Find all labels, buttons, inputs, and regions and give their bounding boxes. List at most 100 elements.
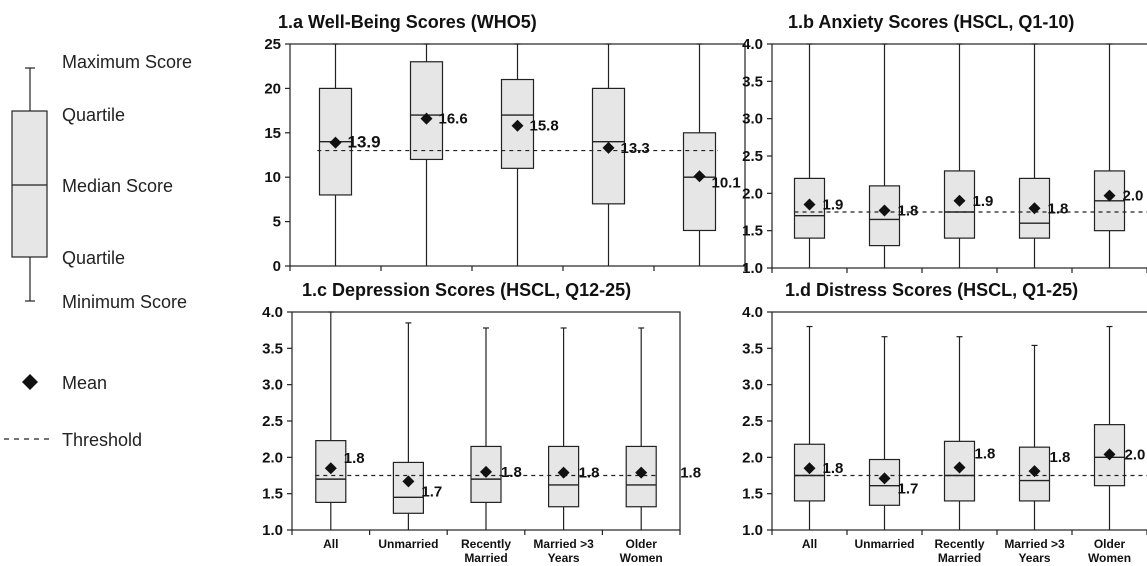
y-tick-label: 5 — [273, 214, 281, 231]
mean-label: 1.8 — [501, 464, 522, 481]
mean-label: 1.8 — [344, 450, 365, 467]
mean-marker — [402, 475, 415, 488]
y-tick-label: 3.5 — [742, 340, 763, 357]
box-all — [793, 43, 826, 268]
y-tick-label: 10 — [264, 169, 281, 186]
mean-label: 10.1 — [712, 174, 741, 191]
y-tick-label: 15 — [264, 125, 281, 142]
y-tick-label: 4.0 — [742, 304, 763, 321]
y-tick-label: 2.5 — [742, 413, 763, 430]
x-tick-label-older-women: Older Women — [620, 537, 663, 565]
iqr-box — [793, 443, 826, 502]
mean-label: 16.6 — [439, 111, 468, 128]
y-tick-label: 1.0 — [742, 260, 763, 277]
mean-label: 1.7 — [421, 483, 442, 500]
y-tick-label: 3.0 — [742, 377, 763, 394]
y-tick-label: 2.5 — [742, 148, 763, 165]
x-tick-label-recently-married: Recently Married — [461, 537, 511, 565]
mean-marker — [878, 472, 891, 485]
box-all — [793, 325, 826, 530]
mean-label: 1.7 — [898, 480, 919, 497]
chart-title-1b: 1.b Anxiety Scores (HSCL, Q1-10) — [788, 12, 1074, 32]
panel-1d: 1.d Distress Scores (HSCL, Q1-25) 1.0 1.5 2… — [742, 280, 1147, 565]
mean-marker — [324, 462, 337, 475]
mean-label: 15.8 — [530, 118, 559, 135]
legend-box — [11, 110, 48, 258]
legend-label-quartile-lower: Quartile — [62, 248, 125, 268]
legend-mean-diamond-icon — [22, 374, 38, 390]
legend: Maximum Score Quartile Median Score Quar… — [4, 52, 192, 450]
iqr-box — [625, 445, 657, 508]
legend-label-quartile-upper: Quartile — [62, 105, 125, 125]
iqr-box — [409, 61, 444, 161]
mean-label: 1.8 — [823, 460, 844, 477]
box-married-3-years — [1018, 43, 1051, 268]
mean-marker — [602, 141, 615, 154]
mean-label: 2.0 — [1123, 188, 1144, 205]
panel-1b: 1.b Anxiety Scores (HSCL, Q1-10) 1.0 1.5 2.… — [742, 12, 1147, 277]
mean-label: 1.8 — [975, 446, 996, 463]
chart-title-1c: 1.c Depression Scores (HSCL, Q12-25) — [302, 280, 631, 300]
mean-label: 1.9 — [973, 193, 994, 210]
y-tick-label: 1.5 — [742, 486, 763, 503]
y-tick-label: 2.0 — [742, 449, 763, 466]
y-tick-label: 2.0 — [742, 185, 763, 202]
box-unmarried — [392, 322, 424, 530]
mean-label: 1.8 — [898, 203, 919, 220]
iqr-box — [392, 461, 424, 514]
y-tick-label: 4.0 — [262, 304, 283, 321]
y-tick-label: 1.5 — [742, 223, 763, 240]
mean-marker — [1028, 465, 1041, 478]
box-married-3-years — [547, 327, 580, 530]
mean-marker — [511, 119, 524, 132]
y-tick-label: 1.0 — [262, 522, 283, 539]
x-tick-label-all: All — [323, 537, 338, 551]
box-older-women — [1093, 43, 1126, 268]
mean-label: 1.8 — [1048, 200, 1069, 217]
y-tick-label: 4.0 — [742, 36, 763, 53]
x-tick-label-older-women: Older Women — [1088, 537, 1131, 565]
mean-marker — [557, 466, 570, 479]
box-recently-married — [470, 327, 502, 530]
mean-label: 13.3 — [621, 140, 650, 157]
box-recently-married — [943, 336, 976, 530]
mean-marker — [803, 198, 816, 211]
mean-marker — [803, 462, 816, 475]
legend-label-median: Median Score — [62, 176, 173, 196]
box-older-women — [682, 43, 717, 266]
box-married-3-years — [1018, 344, 1051, 530]
box-all — [315, 311, 347, 530]
y-tick-label: 3.5 — [262, 340, 283, 357]
legend-boxplot-glyph — [11, 67, 48, 302]
legend-label-threshold: Threshold — [62, 430, 142, 450]
y-tick-label: 2.0 — [262, 449, 283, 466]
box-recently-married — [500, 43, 535, 266]
y-tick-label: 0 — [273, 258, 281, 275]
mean-label: 2.0 — [1125, 446, 1146, 463]
panel-1c: 1.c Depression Scores (HSCL, Q12-25) 1.0 1… — [262, 280, 701, 565]
y-tick-label: 1.0 — [742, 522, 763, 539]
x-tick-label-unmarried: Unmarried — [854, 537, 914, 551]
box-unmarried — [409, 43, 444, 266]
mean-marker — [1103, 448, 1116, 461]
mean-marker — [635, 466, 648, 479]
x-tick-label-married-3-years: Married >3 Years — [533, 537, 594, 565]
box-unmarried — [868, 43, 901, 268]
x-tick-label-married-3-years: Married >3 Years — [1004, 537, 1065, 565]
box-older-women — [1093, 325, 1126, 530]
panel-1a: 1.a Well-Being Scores (WHO5) 0 5 10 15 20 25 13… — [264, 12, 746, 275]
legend-label-minimum: Minimum Score — [62, 292, 187, 312]
mean-label: 1.8 — [1050, 449, 1071, 466]
y-tick-label: 20 — [264, 80, 281, 97]
y-tick-label: 2.5 — [262, 413, 283, 430]
mean-marker — [420, 112, 433, 125]
chart-title-1a: 1.a Well-Being Scores (WHO5) — [278, 12, 537, 32]
mean-marker — [480, 465, 492, 478]
box-unmarried — [868, 336, 901, 530]
mean-marker — [1028, 202, 1041, 215]
x-tick-label-unmarried: Unmarried — [378, 537, 438, 551]
mean-marker — [953, 194, 966, 207]
mean-marker — [693, 170, 706, 183]
y-tick-label: 1.5 — [262, 486, 283, 503]
legend-label-maximum: Maximum Score — [62, 52, 192, 72]
